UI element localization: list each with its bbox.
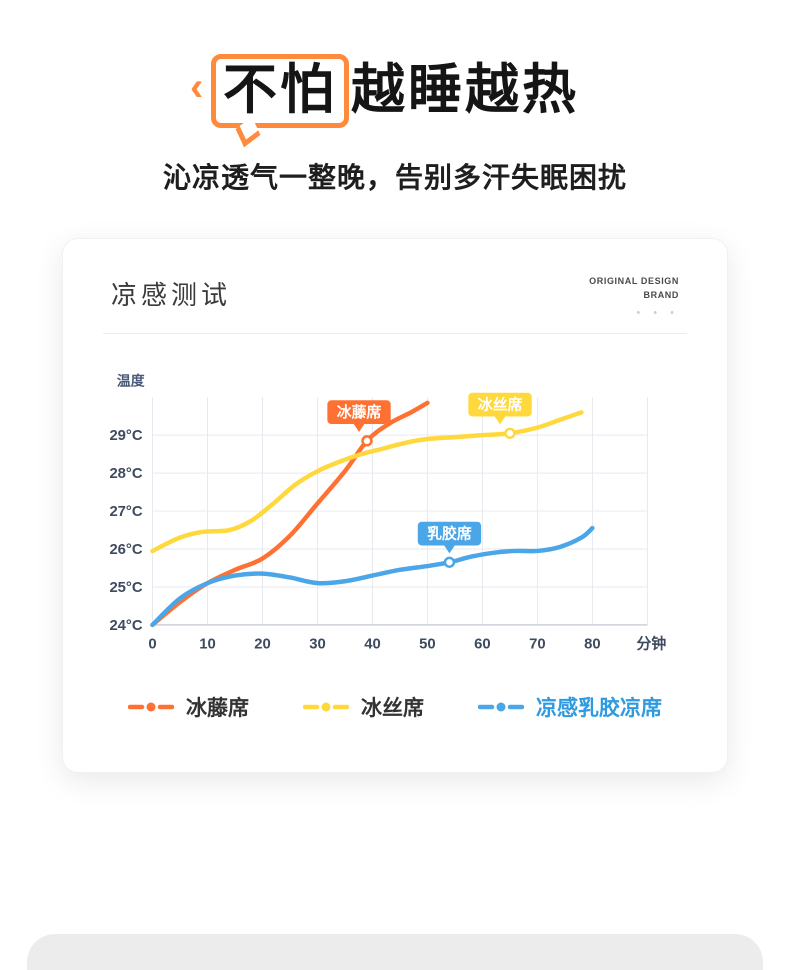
legend-item: 凉感乳胶凉席 [478, 692, 662, 722]
svg-text:50: 50 [419, 637, 436, 653]
svg-text:26°C: 26°C [109, 542, 142, 558]
brand-line-1: ORIGINAL DESIGN [589, 276, 679, 287]
svg-text:60: 60 [474, 637, 491, 653]
page-title: 不怕 ‹ 越睡越热 [0, 54, 790, 148]
chevron-doodle-icon: ‹ [190, 65, 207, 109]
legend-line-icon [303, 702, 349, 712]
svg-text:25°C: 25°C [109, 580, 142, 596]
legend-label: 冰藤席 [186, 697, 249, 721]
legend-line-icon [128, 702, 174, 712]
highlight-box: 不怕 ‹ [190, 54, 349, 148]
subtitle: 沁凉透气一整晚，告别多汗失眠困扰 [162, 162, 627, 194]
cooling-test-card: 凉感测试 ORIGINAL DESIGN BRAND • • • 24°C 25°… [62, 238, 728, 774]
svg-text:冰丝席: 冰丝席 [478, 396, 523, 414]
svg-text:0: 0 [148, 637, 156, 653]
svg-text:冰藤席: 冰藤席 [337, 403, 382, 421]
chart-area: 24°C 25°C 26°C 27°C 28°C 29°C 0 10 20 30 40 50 60 70 8… [103, 366, 687, 668]
legend-line-icon [478, 702, 524, 712]
title-rest: 越睡越热 [351, 60, 579, 120]
svg-text:分钟: 分钟 [637, 635, 667, 653]
svg-text:29°C: 29°C [109, 428, 142, 444]
svg-text:80: 80 [584, 637, 601, 653]
legend-item: 冰丝席 [303, 692, 424, 722]
legend-item: 冰藤席 [128, 692, 249, 722]
speech-tail-icon [235, 116, 261, 148]
brand-line-2: BRAND [643, 289, 679, 300]
legend-label: 凉感乳胶凉席 [536, 697, 662, 721]
card-title: 凉感测试 [111, 280, 232, 311]
divider [103, 333, 687, 335]
svg-text:乳胶席: 乳胶席 [427, 525, 472, 543]
svg-text:28°C: 28°C [109, 466, 142, 482]
brand-text: ORIGINAL DESIGN BRAND [589, 275, 679, 302]
svg-text:27°C: 27°C [109, 504, 142, 520]
brand-dots-icon: • • • [636, 307, 679, 320]
svg-text:30: 30 [309, 637, 326, 653]
legend-label: 冰丝席 [361, 697, 424, 721]
svg-text:10: 10 [199, 637, 216, 653]
svg-text:温度: 温度 [117, 372, 145, 388]
brand-block: ORIGINAL DESIGN BRAND • • • [589, 275, 679, 319]
svg-text:24°C: 24°C [109, 618, 142, 634]
cooling-test-chart: 24°C 25°C 26°C 27°C 28°C 29°C 0 10 20 30 40 50 60 70 8… [109, 372, 667, 653]
svg-text:20: 20 [254, 637, 271, 653]
hero-section: 不怕 ‹ 越睡越热 沁凉透气一整晚，告别多汗失眠困扰 [0, 0, 790, 196]
card-header: 凉感测试 ORIGINAL DESIGN BRAND • • • [103, 275, 687, 319]
highlight-text: 不怕 [223, 60, 337, 120]
svg-text:40: 40 [364, 637, 381, 653]
svg-text:70: 70 [529, 637, 546, 653]
chart-legend: 冰藤席 冰丝席 凉感乳胶凉席 [103, 692, 687, 722]
next-section-top [27, 934, 763, 970]
